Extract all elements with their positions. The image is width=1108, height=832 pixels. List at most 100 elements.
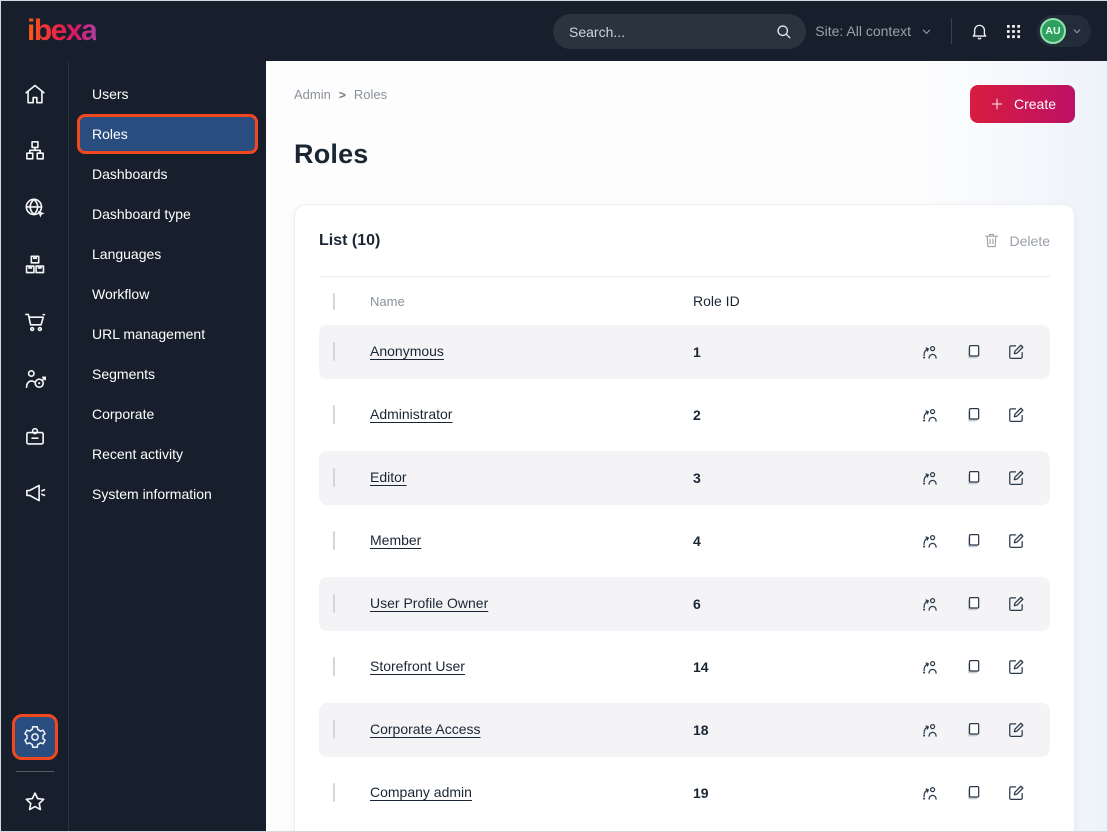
assign-user-icon[interactable] xyxy=(920,720,940,740)
create-button[interactable]: Create xyxy=(969,85,1075,123)
assign-user-icon[interactable] xyxy=(920,783,940,803)
breadcrumb: Admin > Roles xyxy=(294,85,387,102)
row-checkbox[interactable] xyxy=(333,783,335,802)
delete-button[interactable]: Delete xyxy=(982,231,1050,250)
breadcrumb-separator: > xyxy=(338,87,346,102)
admin-sidebar: Users Roles Dashboards Dashboard type La… xyxy=(69,61,266,831)
copy-icon[interactable] xyxy=(963,594,983,614)
copy-icon[interactable] xyxy=(963,342,983,362)
role-id-value: 4 xyxy=(693,533,701,549)
sidebar-item-languages[interactable]: Languages xyxy=(92,246,162,262)
top-bar: ibexa Site: All context xyxy=(1,1,1107,61)
role-name-link[interactable]: Corporate Access xyxy=(370,721,481,737)
global-search[interactable] xyxy=(553,14,806,49)
sidebar-item-corporate[interactable]: Corporate xyxy=(92,406,155,422)
copy-icon[interactable] xyxy=(963,531,983,551)
role-id-value: 1 xyxy=(693,344,701,360)
admin-gear-icon[interactable] xyxy=(11,714,58,760)
main-content: Admin > Roles Create Roles List (10) xyxy=(266,61,1107,831)
edit-icon[interactable] xyxy=(1006,531,1026,551)
user-menu[interactable]: AU xyxy=(1037,15,1091,47)
row-checkbox[interactable] xyxy=(333,657,335,676)
role-name-link[interactable]: Anonymous xyxy=(370,343,444,359)
edit-icon[interactable] xyxy=(1006,657,1026,677)
edit-icon[interactable] xyxy=(1006,405,1026,425)
breadcrumb-admin[interactable]: Admin xyxy=(294,87,331,102)
role-name-link[interactable]: Company admin xyxy=(370,784,472,800)
role-name-link[interactable]: User Profile Owner xyxy=(370,595,489,611)
row-checkbox[interactable] xyxy=(333,720,335,739)
edit-icon[interactable] xyxy=(1006,720,1026,740)
copy-icon[interactable] xyxy=(963,405,983,425)
copy-icon[interactable] xyxy=(963,720,983,740)
sidebar-item-recent-activity[interactable]: Recent activity xyxy=(92,446,184,462)
commerce-cart-icon[interactable] xyxy=(1,293,68,350)
table-row: Storefront User 14 xyxy=(319,640,1050,694)
page-title: Roles xyxy=(294,139,369,169)
role-id-value: 2 xyxy=(693,407,701,423)
role-name-link[interactable]: Administrator xyxy=(370,406,453,422)
product-catalog-icon[interactable] xyxy=(1,236,68,293)
role-name-link[interactable]: Editor xyxy=(370,469,407,485)
rail-divider xyxy=(15,771,54,772)
row-checkbox[interactable] xyxy=(333,594,335,613)
assign-user-icon[interactable] xyxy=(920,531,940,551)
row-checkbox[interactable] xyxy=(333,405,335,424)
chevron-down-icon xyxy=(919,24,934,39)
table-row: Administrator 2 xyxy=(319,388,1050,442)
row-checkbox[interactable] xyxy=(333,342,335,361)
sidebar-item-system-information[interactable]: System information xyxy=(92,486,212,502)
copy-icon[interactable] xyxy=(963,657,983,677)
select-all-checkbox[interactable] xyxy=(333,292,335,310)
bookmarks-star-icon[interactable] xyxy=(22,781,48,823)
marketing-megaphone-icon[interactable] xyxy=(1,464,68,521)
row-checkbox[interactable] xyxy=(333,468,335,487)
table-row: Member 4 xyxy=(319,514,1050,568)
delete-button-label: Delete xyxy=(1009,232,1050,249)
role-id-value: 18 xyxy=(693,722,709,738)
role-name-link[interactable]: Member xyxy=(370,532,422,548)
column-header-name: Name xyxy=(370,293,405,309)
row-checkbox[interactable] xyxy=(333,531,335,550)
table-row: Editor 3 xyxy=(319,451,1050,505)
search-input[interactable] xyxy=(569,23,774,40)
trash-icon xyxy=(982,231,1001,250)
edit-icon[interactable] xyxy=(1006,783,1026,803)
assign-user-icon[interactable] xyxy=(920,405,940,425)
search-icon[interactable] xyxy=(774,22,794,42)
topbar-divider xyxy=(951,18,952,44)
sidebar-item-roles[interactable]: Roles xyxy=(77,114,258,154)
copy-icon[interactable] xyxy=(963,783,983,803)
site-globe-icon[interactable] xyxy=(1,179,68,236)
chevron-down-icon xyxy=(1070,24,1084,38)
sidebar-item-workflow[interactable]: Workflow xyxy=(92,286,150,302)
content-tree-icon[interactable] xyxy=(1,122,68,179)
sidebar-item-segments[interactable]: Segments xyxy=(92,366,156,382)
assign-user-icon[interactable] xyxy=(920,657,940,677)
sidebar-item-dashboards[interactable]: Dashboards xyxy=(92,166,168,182)
ibexa-logo[interactable]: ibexa xyxy=(27,14,98,47)
assign-user-icon[interactable] xyxy=(920,594,940,614)
role-name-link[interactable]: Storefront User xyxy=(370,658,465,674)
customer-target-icon[interactable] xyxy=(1,350,68,407)
home-icon[interactable] xyxy=(1,65,68,122)
edit-icon[interactable] xyxy=(1006,342,1026,362)
assign-user-icon[interactable] xyxy=(920,342,940,362)
site-context-selector[interactable]: Site: All context xyxy=(788,22,934,41)
sidebar-item-url-management[interactable]: URL management xyxy=(92,326,206,342)
app-grid-icon[interactable] xyxy=(1003,21,1024,42)
topbar-right-cluster: Site: All context AU xyxy=(788,15,1091,47)
corporate-badge-icon[interactable] xyxy=(1,407,68,464)
edit-icon[interactable] xyxy=(1006,594,1026,614)
sidebar-item-users[interactable]: Users xyxy=(92,86,129,102)
sidebar-item-dashboard-type[interactable]: Dashboard type xyxy=(92,206,191,222)
column-header-role-id: Role ID xyxy=(693,293,740,309)
assign-user-icon[interactable] xyxy=(920,468,940,488)
copy-icon[interactable] xyxy=(963,468,983,488)
edit-icon[interactable] xyxy=(1006,468,1026,488)
breadcrumb-roles: Roles xyxy=(353,87,388,102)
avatar[interactable]: AU xyxy=(1040,18,1066,44)
role-id-value: 3 xyxy=(693,470,701,486)
notifications-bell-icon[interactable] xyxy=(969,21,990,42)
